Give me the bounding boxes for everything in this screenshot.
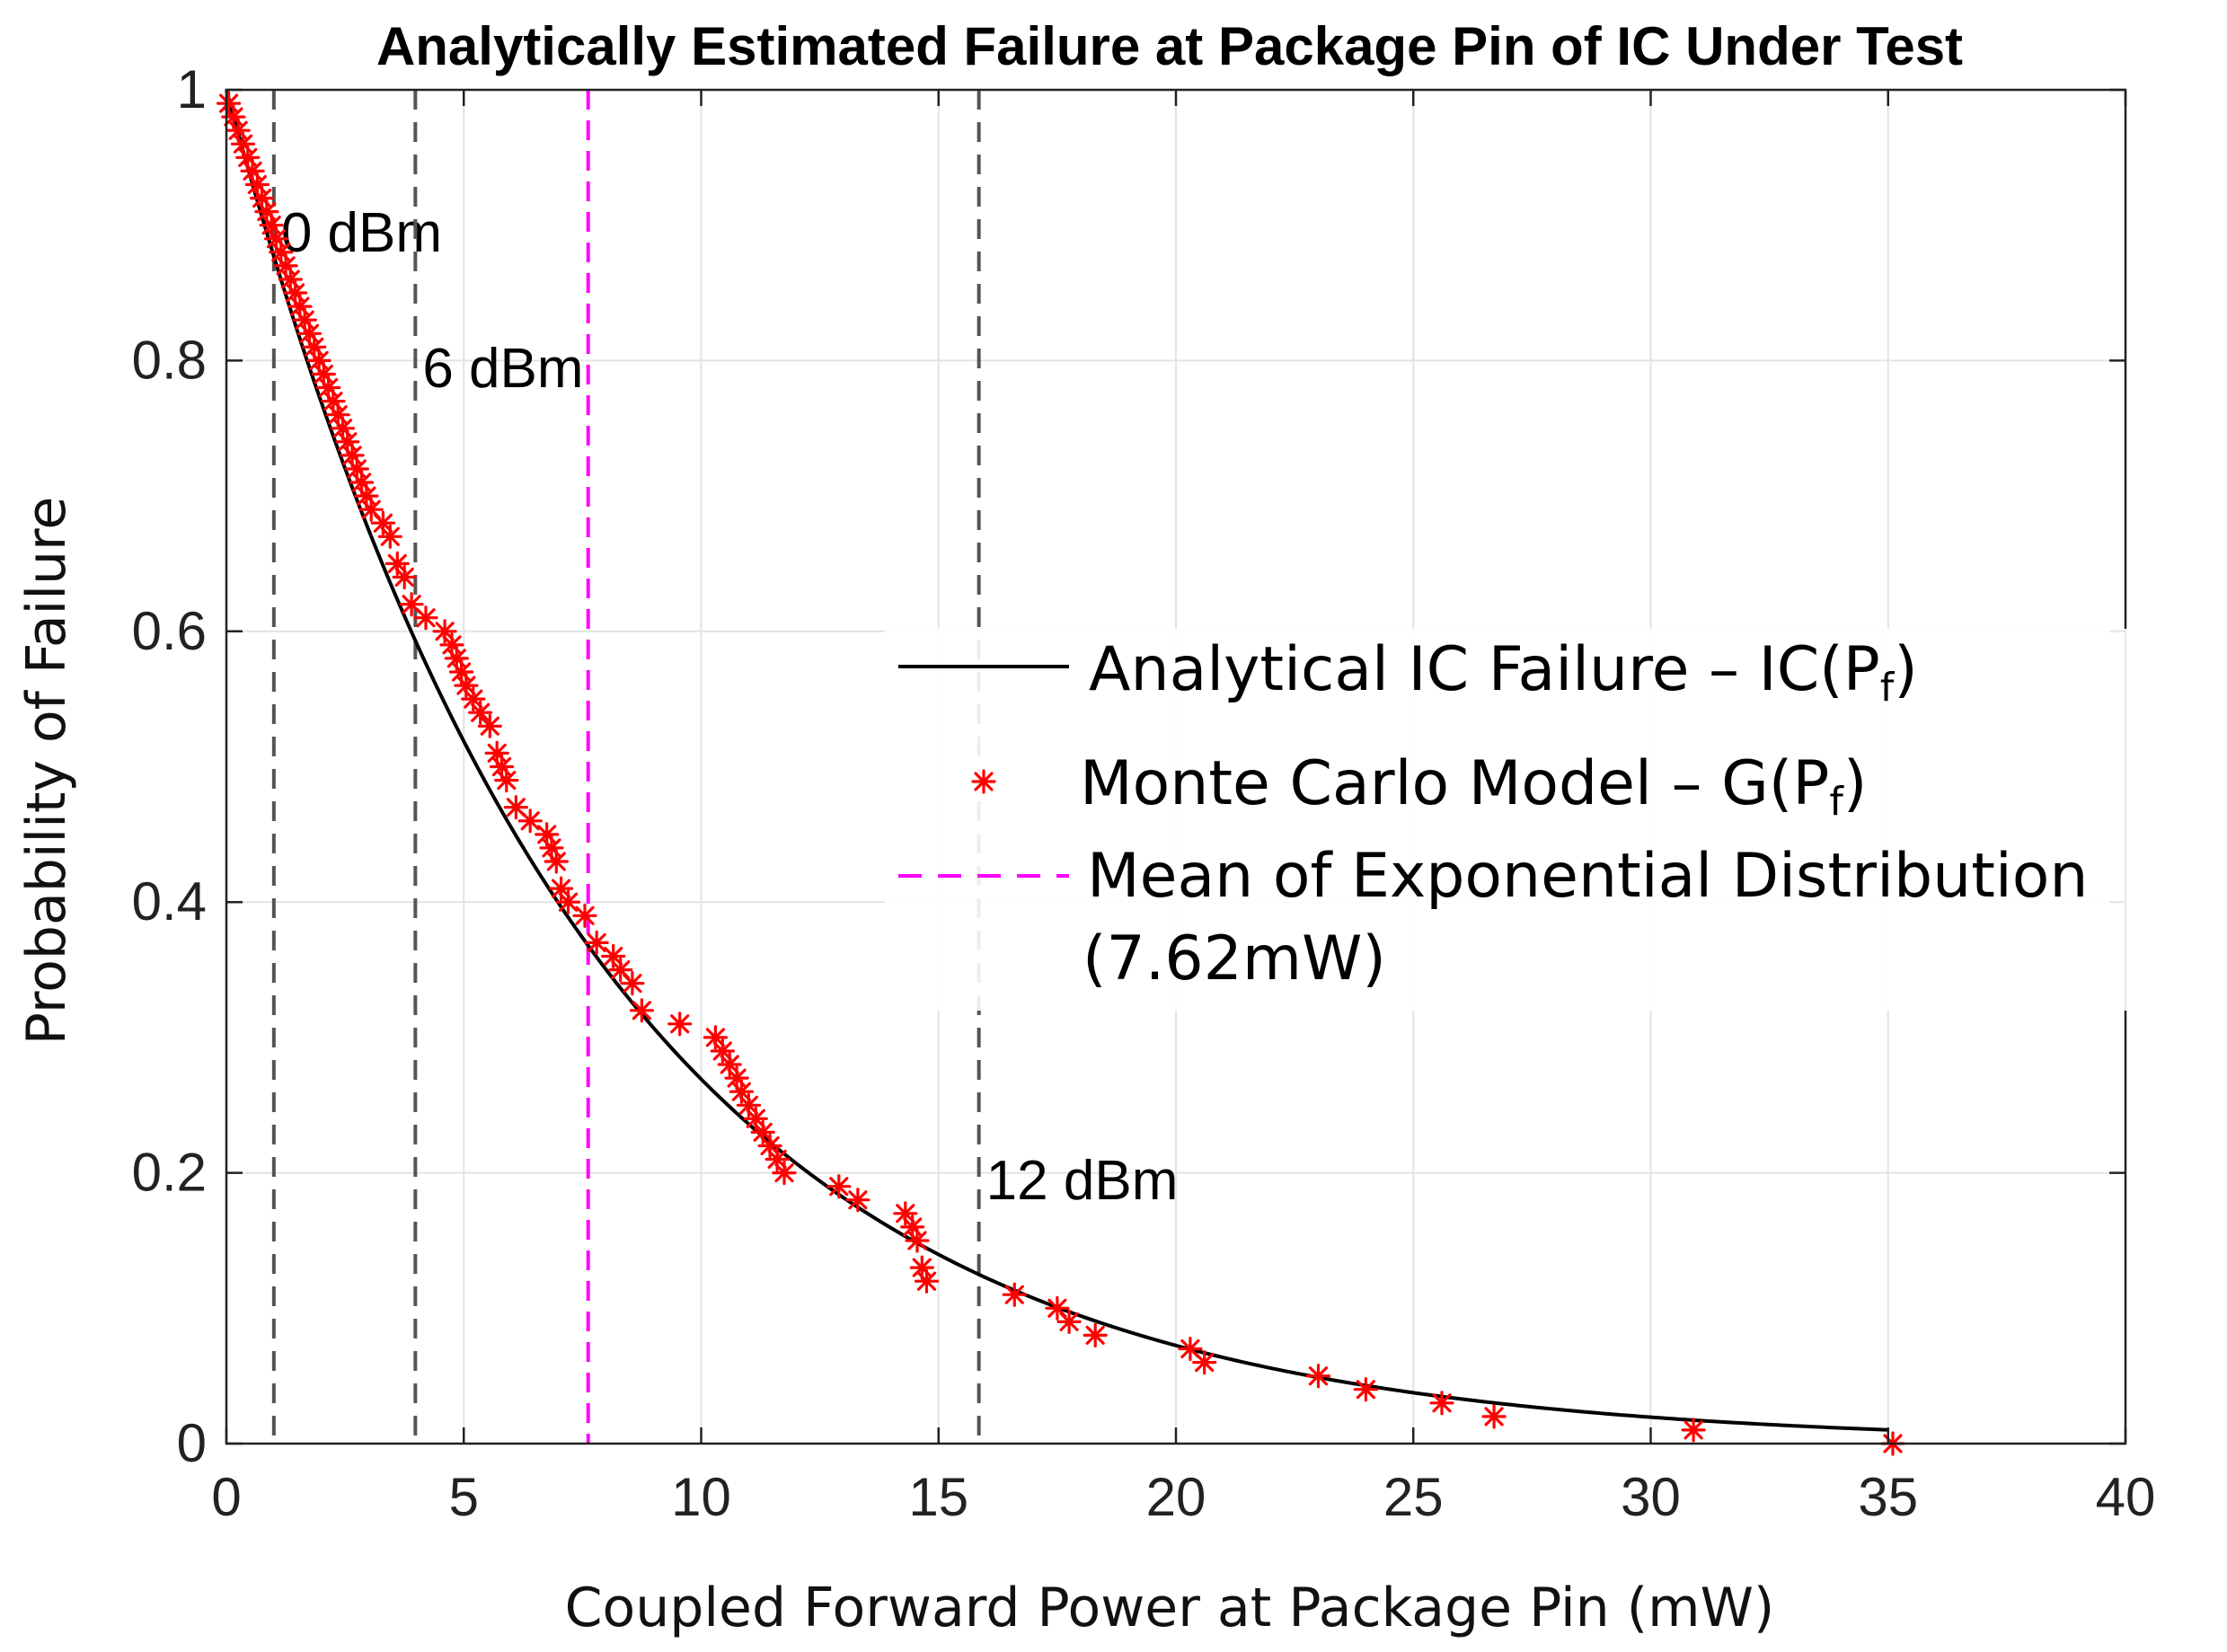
x-tick-label: 25: [1383, 1467, 1444, 1527]
legend-monte-carlo-marker: [971, 769, 996, 794]
x-tick-label: 40: [2096, 1467, 2156, 1527]
monte-carlo-point: [1681, 1418, 1706, 1443]
axis-ticks: 0 5 10 15 20 25 30 35 40 0 0.2 0.4 0.6 0.8 1: [132, 59, 2156, 1527]
monte-carlo-point: [321, 389, 346, 414]
monte-carlo-point: [555, 889, 581, 914]
monte-carlo-point: [629, 998, 655, 1023]
reference-line-label: 12 dBm: [986, 1150, 1179, 1212]
monte-carlo-point: [1305, 1364, 1331, 1389]
legend-analytical-label: Analytical IC Failure – IC(Pf): [1089, 634, 1918, 711]
y-tick-label: 0: [177, 1413, 207, 1473]
monte-carlo-point: [710, 1038, 735, 1064]
reference-lines: 0 dBm 6 dBm 12 dBm: [271, 90, 1179, 1444]
chart-title: Analytically Estimated Failure at Packag…: [376, 16, 1963, 76]
monte-carlo-points: [217, 91, 1905, 1456]
monte-carlo-point: [893, 1201, 918, 1226]
monte-carlo-point: [845, 1188, 870, 1213]
x-tick-label: 0: [211, 1467, 241, 1527]
legend-monte-carlo-label: Monte Carlo Model – G(Pf): [1080, 748, 1867, 825]
monte-carlo-point: [1002, 1282, 1027, 1307]
monte-carlo-point: [584, 930, 609, 956]
monte-carlo-point: [377, 524, 402, 549]
monte-carlo-point: [1481, 1404, 1507, 1429]
monte-carlo-point: [477, 713, 502, 738]
monte-carlo-point: [905, 1228, 930, 1253]
monte-carlo-point: [826, 1174, 852, 1199]
monte-carlo-point: [392, 564, 417, 590]
monte-carlo-point: [1429, 1391, 1454, 1416]
reference-line-label: 0 dBm: [281, 202, 442, 264]
monte-carlo-point: [601, 943, 626, 969]
monte-carlo-point: [620, 970, 645, 996]
y-tick-label: 0.8: [132, 330, 207, 390]
x-tick-label: 5: [449, 1467, 479, 1527]
x-tick-label: 10: [671, 1467, 731, 1527]
monte-carlo-point: [1056, 1309, 1082, 1335]
monte-carlo-point: [914, 1268, 940, 1294]
monte-carlo-point: [1353, 1377, 1379, 1402]
y-axis-label: Probability of Failure: [15, 497, 78, 1046]
legend: Analytical IC Failure – IC(Pf) Monte Car…: [885, 629, 2214, 1011]
monte-carlo-point: [548, 876, 574, 901]
monte-carlo-point: [413, 605, 438, 631]
monte-carlo-point: [543, 849, 569, 874]
monte-carlo-point: [517, 808, 543, 834]
legend-background: [885, 629, 2214, 1011]
monte-carlo-point: [717, 1052, 742, 1077]
monte-carlo-point: [772, 1160, 797, 1186]
y-tick-label: 0.4: [132, 871, 207, 932]
monte-carlo-point: [468, 700, 493, 725]
y-tick-label: 0.6: [132, 601, 207, 661]
legend-mean-label: Mean of Exponential Distribution: [1087, 841, 2089, 912]
x-tick-label: 30: [1621, 1467, 1681, 1527]
monte-carlo-point: [1192, 1349, 1217, 1375]
monte-carlo-point: [667, 1012, 693, 1037]
reference-line-label: 6 dBm: [422, 338, 583, 400]
x-axis-label: Coupled Forward Power at Package Pin (mW…: [565, 1577, 1775, 1639]
y-tick-label: 0.2: [132, 1143, 207, 1203]
legend-mean-value: (7.62mW): [1083, 923, 1386, 994]
x-tick-label: 20: [1146, 1467, 1206, 1527]
monte-carlo-point: [494, 767, 519, 793]
y-tick-label: 1: [177, 59, 207, 119]
monte-carlo-point: [572, 903, 597, 928]
monte-carlo-point: [292, 307, 317, 332]
x-tick-label: 15: [908, 1467, 968, 1527]
x-tick-label: 35: [1858, 1467, 1918, 1527]
monte-carlo-point: [1083, 1322, 1108, 1348]
